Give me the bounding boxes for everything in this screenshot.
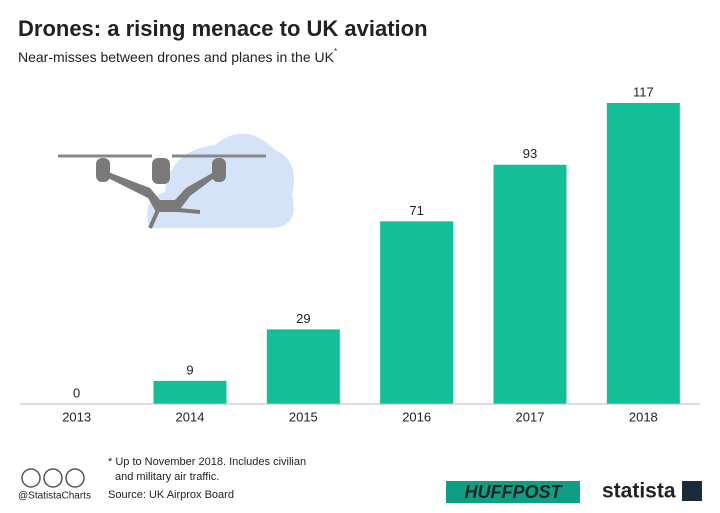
brand-box xyxy=(446,481,580,503)
handle: @StatistaCharts xyxy=(18,491,91,502)
value-label: 71 xyxy=(409,203,423,218)
icon xyxy=(65,468,85,488)
brand-icon xyxy=(682,481,702,501)
footnote: * Up to November 2018. Includes civilian xyxy=(108,456,306,468)
bar xyxy=(153,380,227,404)
bar xyxy=(606,103,680,404)
motor xyxy=(152,158,170,184)
motor xyxy=(212,158,226,182)
leg xyxy=(177,208,201,214)
x-tick-label: 2013 xyxy=(62,409,91,424)
value-label: 29 xyxy=(296,311,310,326)
value-label: 93 xyxy=(523,146,537,161)
chart-title: Drones: a rising menace to UK aviation xyxy=(18,16,428,41)
drone-body xyxy=(108,172,214,212)
subtitle-marker: * xyxy=(334,47,337,56)
value-label: 0 xyxy=(73,385,80,400)
value-label: 9 xyxy=(186,362,193,377)
x-tick-label: 2018 xyxy=(629,409,658,424)
subtitle-text: Near-misses between drones and planes in… xyxy=(18,49,335,65)
footnote: and military air traffic. xyxy=(115,471,219,483)
icon xyxy=(43,468,63,488)
drone-illustration xyxy=(58,133,294,229)
leg xyxy=(148,209,160,229)
source: Source: UK Airprox Board xyxy=(108,489,234,501)
x-tick-label: 2016 xyxy=(402,409,431,424)
x-tick-label: 2017 xyxy=(516,409,545,424)
plot: 0 2013 9 2014 29 2015 71 2016 93 2017 117 2018 xyxy=(62,84,680,424)
brand: statista xyxy=(602,480,676,503)
bar xyxy=(493,164,567,404)
brand: HUFFPOST xyxy=(465,482,564,502)
x-tick-label: 2015 xyxy=(289,409,318,424)
value-label: 117 xyxy=(633,84,654,99)
motor xyxy=(96,158,110,182)
icon xyxy=(21,468,41,488)
bar xyxy=(380,221,454,404)
chart-subtitle: Near-misses between drones and planes in… xyxy=(18,47,337,65)
license-icons xyxy=(21,468,85,488)
bar xyxy=(266,329,340,404)
x-tick-label: 2014 xyxy=(176,409,205,424)
